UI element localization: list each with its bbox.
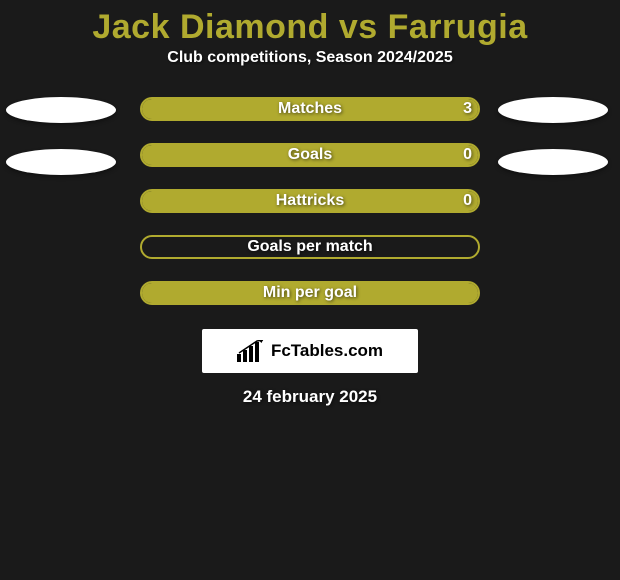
player-left-ellipse <box>6 149 116 175</box>
stat-bar-track <box>140 97 480 121</box>
stat-bar-track <box>140 281 480 305</box>
stat-bar-fill <box>142 191 478 211</box>
player-right-ellipse <box>498 97 608 123</box>
stat-bar-fill <box>142 283 478 303</box>
stat-bar-fill <box>142 99 478 119</box>
page-title: Jack Diamond vs Farrugia <box>0 8 620 47</box>
bar-chart-icon <box>237 340 265 362</box>
stat-row: Goals0 <box>0 131 620 177</box>
stat-bar-track <box>140 143 480 167</box>
player-left-ellipse <box>6 97 116 123</box>
stat-row: Min per goal <box>0 269 620 315</box>
stat-bar-track <box>140 189 480 213</box>
stat-bar-fill <box>142 145 478 165</box>
date-label: 24 february 2025 <box>0 387 620 407</box>
stat-row: Matches3 <box>0 85 620 131</box>
logo-text: FcTables.com <box>271 341 383 361</box>
stat-rows: Matches3Goals0Hattricks0Goals per matchM… <box>0 85 620 315</box>
fctables-logo: FcTables.com <box>202 329 418 373</box>
subtitle: Club competitions, Season 2024/2025 <box>0 49 620 67</box>
stat-bar-track <box>140 235 480 259</box>
stat-row: Goals per match <box>0 223 620 269</box>
player-right-ellipse <box>498 149 608 175</box>
stat-row: Hattricks0 <box>0 177 620 223</box>
